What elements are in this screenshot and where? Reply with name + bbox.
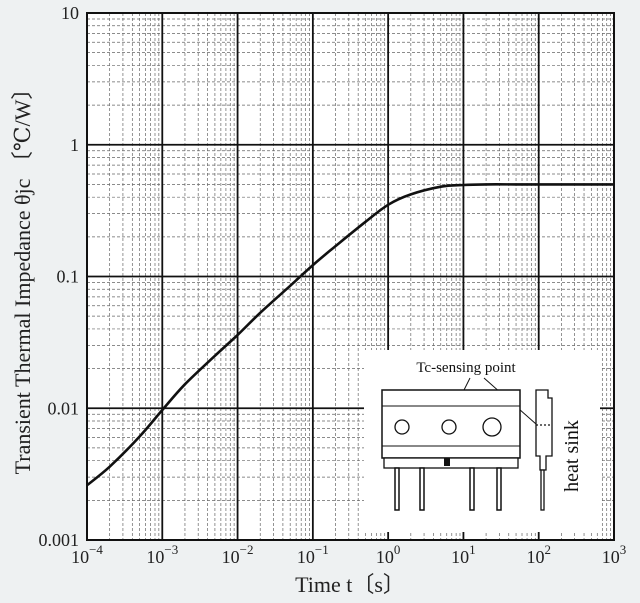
- package-inset: Tc-sensing point heat sink: [364, 350, 600, 532]
- package-base: [383, 457, 519, 469]
- package-notch: [444, 458, 450, 466]
- y-tick-label: 0.01: [48, 398, 80, 418]
- x-tick-label: 10−4: [71, 542, 103, 567]
- y-tick-label: 0.1: [57, 267, 80, 287]
- series-line: [86, 183, 614, 487]
- y-tick-labels: 10 1 0.1 0.01 0.001: [39, 3, 80, 550]
- x-tick-label: 102: [526, 542, 551, 567]
- mount-hole-left: [394, 419, 410, 435]
- x-tick-label: 100: [376, 542, 401, 567]
- mount-hole-right: [482, 417, 502, 437]
- side-view: [535, 389, 553, 511]
- series-layer: [86, 183, 614, 487]
- y-tick-label: 10: [61, 3, 79, 23]
- y-tick-label: 1: [70, 135, 79, 155]
- y-tick-label: 0.001: [39, 530, 80, 550]
- x-tick-label: 103: [602, 542, 627, 567]
- heat-sink-label: heat sink: [561, 420, 583, 492]
- sensing-point-label: Tc-sensing point: [416, 360, 516, 376]
- package-leads: [394, 467, 502, 511]
- x-tick-label: 101: [451, 542, 476, 567]
- x-tick-label: 10−2: [222, 542, 254, 567]
- x-tick-label: 10−3: [146, 542, 178, 567]
- minor-grid: [87, 13, 614, 540]
- sensing-point-mark: [441, 419, 457, 435]
- x-axis-title: Time t〔s〕: [295, 572, 405, 597]
- x-tick-label: 10−1: [297, 542, 329, 567]
- x-tick-labels: 10−4 10−3 10−2 10−1 100 101 102 103: [71, 542, 626, 567]
- plot-frame: [86, 12, 615, 541]
- y-axis-title: Transient Thermal Impedance θjc 〔℃/W〕: [10, 78, 35, 475]
